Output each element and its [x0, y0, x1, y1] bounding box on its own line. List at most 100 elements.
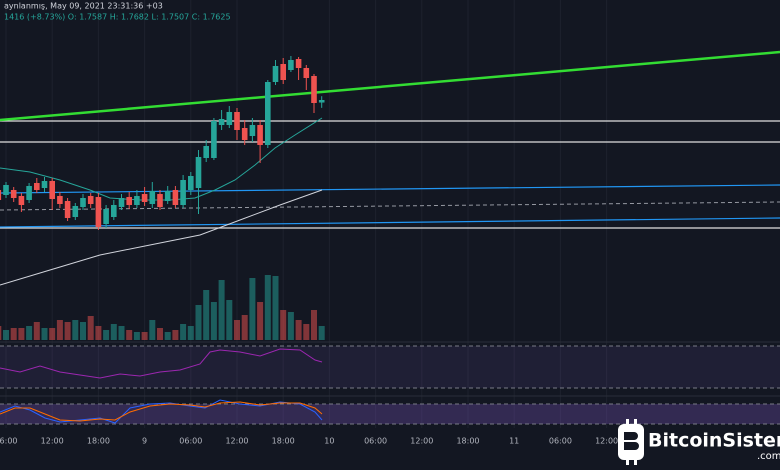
candle-body — [134, 196, 140, 205]
volume-bar — [295, 320, 302, 340]
volume-bar — [203, 290, 210, 340]
x-tick-label: 18:00 — [87, 437, 110, 446]
candle-body — [234, 112, 240, 130]
volume-bar — [72, 320, 79, 340]
candle-body — [280, 64, 286, 80]
candle-body — [72, 206, 79, 217]
volume-bar — [141, 332, 148, 340]
candle-body — [141, 194, 148, 202]
x-tick-label: 12:00 — [595, 437, 618, 446]
candle-body — [103, 209, 109, 224]
candle-body — [34, 183, 40, 190]
x-tick-label: 06:00 — [179, 437, 202, 446]
volume-bar — [3, 330, 9, 340]
candle-body — [180, 180, 186, 205]
candle-body — [226, 112, 233, 125]
candle-body — [18, 196, 25, 205]
volume-bar — [241, 315, 248, 340]
volume-bar — [311, 310, 317, 340]
stoch-d — [0, 401, 323, 422]
volume-bar — [10, 328, 17, 340]
channel-line — [0, 217, 780, 228]
volume-bar — [257, 302, 264, 340]
channel-line — [0, 184, 780, 194]
candle-body — [249, 125, 256, 136]
volume-bar — [280, 310, 287, 340]
volume-bar — [64, 322, 71, 340]
volume-bar — [180, 324, 187, 340]
candle-body — [0, 190, 2, 200]
x-tick-label: 06:00 — [0, 437, 18, 446]
x-axis: 06:00 12:00 18:00 9 06:00 12:00 18:00 10 06:00 12… — [0, 437, 618, 446]
candle-body — [10, 190, 17, 198]
volume-bar — [249, 278, 256, 340]
x-tick-label: 10 — [324, 437, 334, 446]
candles — [0, 56, 325, 230]
volume-bar — [49, 328, 56, 340]
candle-body — [80, 198, 86, 207]
volume-bar — [287, 312, 294, 340]
candle-body — [164, 191, 171, 201]
volume-bar — [303, 324, 310, 340]
x-tick-label: 06:00 — [364, 437, 387, 446]
volume-bar — [318, 326, 325, 340]
candle-body — [41, 181, 48, 188]
volume-bar — [164, 332, 171, 340]
volume-bar — [80, 322, 86, 340]
candle-body — [172, 190, 179, 205]
candle-body — [111, 205, 117, 217]
volume-bar — [26, 326, 33, 340]
volume-bar — [41, 328, 48, 340]
candle-body — [288, 60, 294, 70]
watermark: BitcoinSistemi — [648, 430, 780, 452]
volume-bar — [234, 320, 240, 340]
volume-bar — [195, 305, 202, 340]
stoch-k — [0, 399, 323, 424]
watermark-suffix: .com — [757, 451, 780, 462]
volume — [0, 275, 325, 340]
candle-body — [118, 198, 125, 207]
grid — [5, 0, 608, 428]
candle-body — [211, 121, 217, 158]
volume-bar — [226, 300, 233, 340]
candle-body — [295, 59, 302, 68]
candle-body — [26, 186, 32, 200]
candle-body — [257, 125, 263, 145]
volume-bar — [118, 326, 125, 340]
candle-body — [203, 146, 209, 158]
candle-body — [218, 119, 225, 125]
candle-body — [195, 157, 202, 188]
candle-body — [3, 185, 9, 195]
rsi-line — [0, 348, 323, 379]
candle-body — [265, 82, 271, 145]
x-tick-label: 18:00 — [272, 437, 295, 446]
volume-bar — [218, 280, 225, 340]
volume-bar — [264, 275, 271, 340]
candle-body — [303, 68, 310, 78]
x-tick-label: 12:00 — [41, 437, 64, 446]
candle-body — [157, 194, 163, 207]
volume-bar — [95, 326, 102, 340]
volume-bar — [272, 276, 279, 340]
volume-bar — [187, 326, 194, 340]
candle-body — [311, 76, 317, 103]
candle-body — [149, 191, 156, 204]
volume-bar — [110, 324, 117, 340]
volume-bar — [149, 320, 156, 340]
candle-body — [272, 66, 279, 82]
candle-body — [188, 176, 194, 190]
header: aynlanmış, May 09, 2021 23:31:36 +03 — [4, 2, 163, 11]
volume-bar — [18, 328, 25, 340]
candle-body — [95, 197, 102, 227]
x-tick-label: 9 — [142, 437, 147, 446]
trend-line — [0, 50, 780, 122]
volume-bar — [126, 330, 133, 340]
rsi-band — [0, 346, 780, 388]
volume-bar — [103, 330, 110, 340]
x-tick-label: 12:00 — [225, 437, 248, 446]
candle-body — [64, 201, 71, 218]
x-tick-label: 06:00 — [549, 437, 572, 446]
candle-body — [126, 197, 132, 205]
